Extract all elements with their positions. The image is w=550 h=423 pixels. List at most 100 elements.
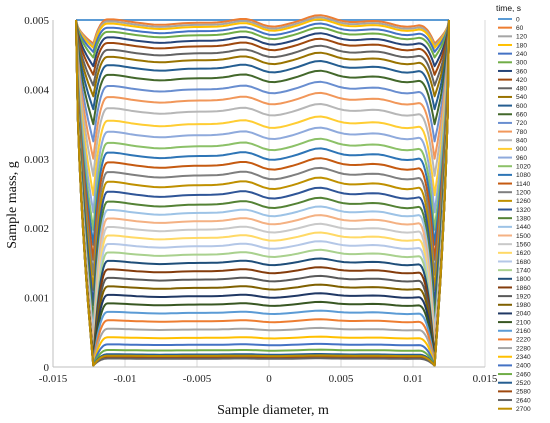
legend-label: 2040 — [516, 311, 531, 318]
y-tick-label: 0.005 — [24, 15, 49, 27]
series-line-1860 — [75, 19, 450, 361]
legend-label: 1020 — [516, 164, 531, 171]
x-tick-label: 0.015 — [473, 373, 498, 385]
series-line-1920 — [75, 19, 450, 361]
legend-label: 960 — [516, 155, 527, 162]
series-line-360 — [75, 19, 450, 68]
legend-label: 2160 — [516, 328, 531, 335]
series-line-1200 — [75, 19, 450, 276]
y-tick-label: 0 — [44, 362, 50, 374]
series-line-1680 — [75, 19, 450, 359]
legend-label: 2280 — [516, 345, 531, 352]
legend-label: 480 — [516, 86, 527, 93]
series-line-2460 — [75, 19, 450, 367]
series-line-1320 — [75, 19, 450, 306]
x-tick-labels: -0.015 -0.01 -0.005 0 0.005 0.01 0.015 — [39, 373, 498, 385]
series-line-960 — [75, 19, 450, 214]
series-line-2400 — [75, 19, 450, 367]
series-line-240 — [75, 19, 450, 53]
x-axis-title: Sample diameter, m — [217, 403, 329, 418]
legend-label: 1560 — [516, 241, 531, 248]
series-line-2700 — [75, 19, 450, 367]
legend-label: 1740 — [516, 267, 531, 274]
series-line-720 — [75, 19, 450, 143]
series-line-780 — [75, 19, 450, 160]
legend-label: 2580 — [516, 389, 531, 396]
series-line-480 — [75, 19, 450, 87]
x-tick-label: 0.01 — [403, 373, 422, 385]
series-line-1260 — [75, 19, 450, 291]
series-line-1980 — [75, 19, 450, 362]
legend-label: 900 — [516, 146, 527, 153]
series-line-660 — [75, 19, 450, 126]
series-line-840 — [75, 19, 450, 177]
series-line-2040 — [75, 19, 450, 363]
legend-label: 720 — [516, 120, 527, 127]
legend-label: 1980 — [516, 302, 531, 309]
series-line-60 — [75, 14, 450, 45]
y-tick-label: 0.004 — [24, 84, 49, 96]
legend-label: 1440 — [516, 224, 531, 231]
legend-label: 420 — [516, 77, 527, 84]
series-line-420 — [75, 19, 450, 76]
legend-label: 120 — [516, 34, 527, 41]
series-line-300 — [75, 19, 450, 59]
legend-label: 1380 — [516, 215, 531, 222]
legend-label: 2460 — [516, 371, 531, 378]
legend-label: 240 — [516, 51, 527, 58]
series-line-1440 — [75, 19, 450, 334]
legend-label: 1320 — [516, 207, 531, 214]
legend-label: 840 — [516, 138, 527, 145]
legend-label: 1260 — [516, 198, 531, 205]
series-line-2520 — [75, 19, 450, 367]
series-line-2220 — [75, 19, 450, 365]
series-line-1620 — [75, 19, 450, 358]
legend-label: 600 — [516, 103, 527, 110]
series-line-180 — [75, 18, 450, 49]
series-line-2160 — [75, 19, 450, 364]
legend-label: 180 — [516, 42, 527, 49]
series-line-1500 — [75, 19, 450, 347]
y-tick-label: 0.003 — [24, 154, 49, 166]
legend-label: 1800 — [516, 276, 531, 283]
legend-label: 1200 — [516, 190, 531, 197]
series-line-2580 — [75, 19, 450, 367]
legend-label: 660 — [516, 112, 527, 119]
legend-title: time, s — [496, 3, 521, 13]
series-line-1740 — [75, 19, 450, 359]
x-tick-label: -0.01 — [114, 373, 137, 385]
legend-label: 1620 — [516, 250, 531, 257]
series-line-2340 — [75, 19, 450, 366]
axes — [52, 20, 485, 368]
series-line-1080 — [75, 19, 450, 246]
legend-label: 1500 — [516, 233, 531, 240]
legend-label: 0 — [516, 16, 520, 23]
series-line-1560 — [75, 19, 450, 357]
legend-label: 2700 — [516, 406, 531, 413]
x-tick-label: -0.005 — [183, 373, 212, 385]
legend-label: 540 — [516, 94, 527, 101]
series-line-2280 — [75, 19, 450, 365]
legend-label: 2220 — [516, 337, 531, 344]
series-line-1140 — [75, 19, 450, 261]
legend-label: 1080 — [516, 172, 531, 179]
series-line-1800 — [75, 19, 450, 360]
series-line-600 — [75, 19, 450, 111]
legend-label: 1920 — [516, 293, 531, 300]
legend-label: 1860 — [516, 285, 531, 292]
legend-label: 360 — [516, 68, 527, 75]
y-tick-label: 0.002 — [24, 223, 49, 235]
legend-label: 60 — [516, 25, 524, 32]
legend-label: 1140 — [516, 181, 531, 188]
legend-label: 780 — [516, 129, 527, 136]
legend-label: 2100 — [516, 319, 531, 326]
series-line-2100 — [75, 19, 450, 363]
series-line-900 — [75, 19, 450, 197]
x-tick-label: 0.005 — [329, 373, 354, 385]
legend-label: 1680 — [516, 259, 531, 266]
legend-label: 300 — [516, 60, 527, 67]
y-tick-labels: 0 0.001 0.002 0.003 0.004 0.005 — [24, 15, 49, 374]
